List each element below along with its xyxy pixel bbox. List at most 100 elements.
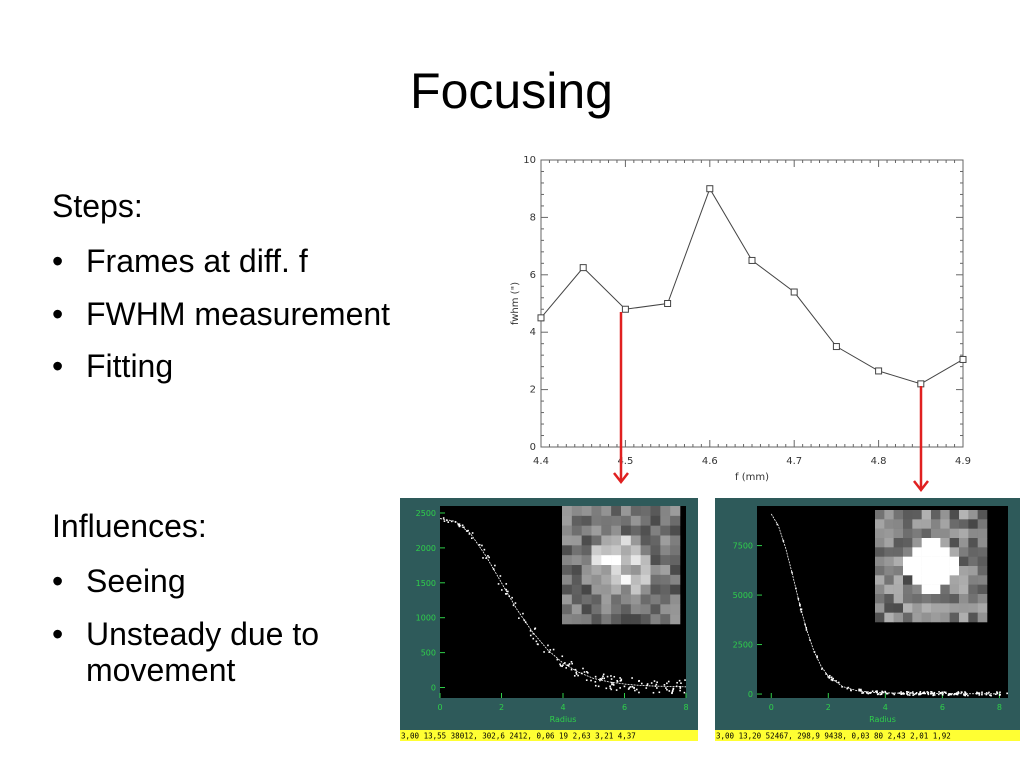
data-point	[645, 687, 648, 689]
data-point	[586, 670, 588, 673]
bullet-text: Unsteady due to movement	[86, 615, 320, 689]
star-thumbnail-pixel	[601, 535, 612, 546]
star-thumbnail-pixel	[640, 584, 651, 595]
star-thumbnail-pixel	[931, 556, 941, 567]
star-thumbnail-pixel	[977, 528, 988, 539]
data-point	[601, 677, 604, 679]
x-axis-label: Radius	[869, 715, 896, 724]
star-thumbnail-pixel	[921, 547, 932, 557]
star-thumbnail-pixel	[581, 515, 592, 526]
data-point	[567, 664, 570, 666]
star-thumbnail-pixel	[959, 603, 969, 613]
star-thumbnail-pixel	[601, 565, 612, 576]
x-tick-label: 4.4	[533, 456, 549, 467]
star-thumbnail-pixel	[571, 614, 582, 625]
star-thumbnail-pixel	[968, 594, 978, 604]
star-thumbnail-pixel	[875, 547, 885, 557]
data-point	[638, 679, 640, 682]
star-thumbnail-pixel	[968, 538, 978, 548]
star-thumbnail-pixel	[621, 545, 632, 556]
data-point	[605, 687, 608, 690]
data-point	[514, 602, 517, 604]
x-tick-label: 2	[826, 703, 831, 712]
data-point	[893, 693, 896, 696]
star-thumbnail-pixel	[912, 575, 922, 585]
star-thumbnail-pixel	[959, 556, 969, 567]
star-thumbnail-pixel	[959, 547, 969, 557]
star-thumbnail-pixel	[968, 575, 978, 585]
data-point	[959, 355, 967, 363]
data-point	[926, 691, 929, 693]
star-thumbnail-pixel	[903, 566, 913, 576]
star-thumbnail-pixel	[940, 603, 950, 613]
star-thumbnail-pixel	[650, 614, 661, 625]
data-point	[443, 520, 446, 522]
data-point	[939, 692, 942, 694]
data-point	[629, 686, 632, 688]
star-thumbnail-pixel	[977, 584, 988, 595]
star-thumbnail-pixel	[959, 538, 969, 548]
data-point	[782, 540, 785, 542]
data-point	[748, 256, 756, 264]
star-thumbnail-pixel	[912, 547, 922, 557]
star-thumbnail-pixel	[650, 604, 661, 615]
star-thumbnail-pixel	[571, 515, 582, 526]
star-thumbnail-pixel	[660, 614, 671, 625]
star-thumbnail-pixel	[660, 506, 671, 517]
star-thumbnail-pixel	[670, 506, 681, 517]
data-point	[933, 691, 936, 694]
star-thumbnail-pixel	[875, 603, 885, 613]
y-tick-label: 6	[530, 270, 536, 281]
star-thumbnail-pixel	[630, 555, 641, 566]
bullet-text: FWHM measurement	[86, 295, 391, 332]
star-thumbnail-pixel	[571, 565, 582, 576]
status-bar-text: 3,00 13,20 52467, 298,9 9438, 0,03 80 2,…	[716, 732, 951, 741]
star-thumbnail-pixel	[581, 545, 592, 556]
data-point	[999, 693, 1001, 696]
data-point	[594, 681, 597, 683]
data-point	[882, 691, 884, 694]
star-thumbnail-pixel	[903, 510, 913, 520]
star-thumbnail-pixel	[959, 612, 969, 623]
data-point	[566, 664, 569, 667]
data-point	[471, 532, 474, 534]
star-thumbnail-pixel	[940, 547, 950, 557]
star-thumbnail-pixel	[940, 566, 950, 576]
star-thumbnail-pixel	[940, 538, 950, 548]
star-thumbnail-pixel	[630, 604, 641, 615]
data-point	[933, 694, 936, 696]
star-thumbnail-pixel	[940, 575, 950, 585]
data-point	[561, 665, 563, 668]
star-thumbnail-pixel	[611, 574, 622, 585]
bullet-text: Seeing	[86, 562, 186, 599]
bullet-text: Frames at diff. f	[86, 242, 308, 279]
data-point	[590, 679, 592, 682]
data-point	[881, 690, 883, 693]
star-thumbnail-pixel	[931, 519, 941, 529]
data-point	[862, 691, 865, 694]
star-thumbnail-pixel	[630, 545, 641, 556]
data-point	[900, 691, 902, 693]
star-thumbnail-pixel	[931, 584, 941, 595]
data-point	[627, 688, 630, 690]
star-thumbnail-pixel	[630, 506, 641, 517]
star-thumbnail-pixel	[968, 528, 978, 539]
star-thumbnail-pixel	[893, 566, 904, 576]
star-thumbnail-pixel	[621, 535, 632, 546]
star-thumbnail-pixel	[931, 575, 941, 585]
data-point	[667, 680, 670, 683]
data-point	[869, 692, 871, 694]
data-point	[804, 623, 806, 626]
star-thumbnail-pixel	[968, 603, 978, 613]
star-thumbnail-pixel	[903, 547, 913, 557]
data-point	[570, 661, 573, 663]
data-point	[943, 691, 946, 693]
data-point	[676, 681, 678, 684]
data-point	[964, 694, 967, 697]
star-thumbnail-pixel	[640, 604, 651, 615]
star-thumbnail-pixel	[571, 604, 582, 615]
star-thumbnail-pixel	[640, 594, 651, 605]
data-point	[522, 612, 524, 615]
data-point	[937, 693, 940, 696]
star-thumbnail-pixel	[562, 574, 573, 585]
